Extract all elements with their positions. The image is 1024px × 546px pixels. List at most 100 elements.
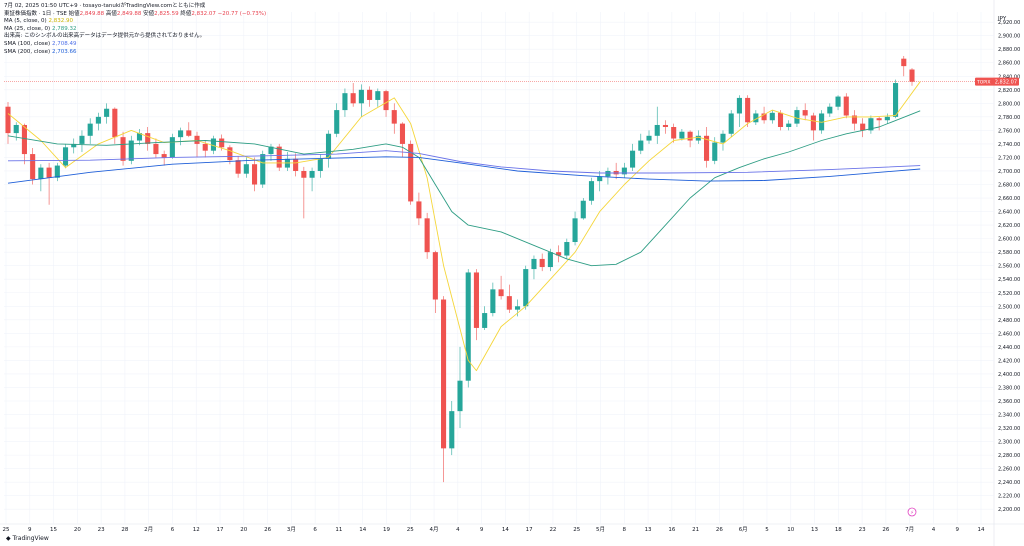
candle xyxy=(810,112,816,141)
candle xyxy=(646,130,652,144)
candle xyxy=(473,269,479,341)
candle xyxy=(514,299,521,317)
candle xyxy=(317,154,323,178)
candle xyxy=(794,106,800,128)
candle xyxy=(276,143,282,171)
candle-body xyxy=(465,272,471,381)
ohlc-line: 東証株価指数 · 1日 · TSE 始値2,849.88 高値2,849.88 … xyxy=(4,10,267,17)
candle xyxy=(432,250,438,314)
price-tick-label: 2,740.00 xyxy=(998,142,1020,148)
candle xyxy=(30,147,36,185)
price-tick-label: 2,760.00 xyxy=(998,128,1020,134)
candle xyxy=(736,95,742,128)
price-tick-label: 2,440.00 xyxy=(998,345,1020,351)
candle-body xyxy=(219,138,225,148)
price-tick-label: 2,820.00 xyxy=(998,88,1020,94)
candle-body xyxy=(367,89,373,100)
time-tick-label: 22 xyxy=(549,527,556,533)
candle-body xyxy=(827,106,833,114)
candle-body xyxy=(408,143,414,202)
candle-body xyxy=(703,135,710,161)
candle xyxy=(597,170,603,192)
price-tick-label: 2,480.00 xyxy=(998,318,1020,324)
candle-body xyxy=(104,108,110,117)
candle-body xyxy=(358,89,364,104)
candle-body xyxy=(334,110,340,134)
series-line-sma-200-close-[interactable] xyxy=(7,156,921,184)
candle-body xyxy=(317,158,323,171)
candle xyxy=(777,110,784,131)
indicator-ma5[interactable]: MA (5, close, 0) 2,832.90 xyxy=(4,18,73,25)
candle xyxy=(268,143,274,161)
candle xyxy=(5,101,11,144)
candle-body xyxy=(547,252,553,268)
candle-body xyxy=(605,170,611,177)
candle-body xyxy=(194,135,200,144)
candle xyxy=(38,164,44,192)
candle-body xyxy=(243,164,249,174)
price-tick-label: 2,500.00 xyxy=(998,304,1020,310)
price-tick-label: 2,220.00 xyxy=(998,494,1020,500)
candle xyxy=(293,153,299,177)
candle-body xyxy=(46,167,52,178)
price-tick-label: 2,660.00 xyxy=(998,196,1020,202)
candle-body xyxy=(671,127,677,139)
alert-button[interactable]: ⚡ xyxy=(907,507,917,517)
candle-body xyxy=(293,158,299,171)
series-line-ma-5-close-0-[interactable] xyxy=(7,81,921,372)
candle xyxy=(260,150,266,188)
candle-body xyxy=(687,131,693,141)
candle xyxy=(408,140,414,205)
indicator-volume[interactable]: 出来高: このシンボルの出来高データはデータ提供元から提供されておりません。 xyxy=(4,33,206,40)
time-tick-label: 13 xyxy=(811,527,818,533)
series-line-sma-100-close-[interactable] xyxy=(7,150,921,174)
candle xyxy=(54,162,60,182)
time-tick-label: 14 xyxy=(502,527,509,533)
candle-body xyxy=(638,140,644,151)
candle xyxy=(901,55,907,77)
symbol-line[interactable]: 東証株価指数 · 1日 · TSE xyxy=(4,10,67,17)
lightning-icon: ⚡ xyxy=(910,510,914,516)
candle-body xyxy=(178,130,184,138)
indicator-sma200[interactable]: SMA (200, close) 2,703.66 xyxy=(4,48,77,55)
time-tick-label: 17 xyxy=(526,527,533,533)
series-line-ma-25-close-0-[interactable] xyxy=(7,110,921,267)
candle-body xyxy=(786,123,792,128)
candle-body xyxy=(301,170,307,178)
candle xyxy=(572,211,578,246)
candle-body xyxy=(21,124,27,155)
candle-body xyxy=(514,306,521,310)
time-tick-label: 4月 xyxy=(430,526,439,533)
candle-body xyxy=(761,113,767,121)
candle xyxy=(588,177,595,205)
candle-body xyxy=(309,170,315,178)
badge-symbol: TOPIX xyxy=(976,80,990,86)
tradingview-logo[interactable]: ◆ TradingView xyxy=(6,535,49,542)
price-tick-label: 2,840.00 xyxy=(998,74,1020,80)
price-tick-label: 2,560.00 xyxy=(998,264,1020,270)
candle xyxy=(802,103,808,121)
candle xyxy=(186,122,192,138)
candle xyxy=(71,138,77,154)
candle-body xyxy=(128,140,134,161)
candle xyxy=(145,127,151,151)
candle-body xyxy=(662,124,669,128)
candle-body xyxy=(777,112,784,128)
candle xyxy=(490,282,496,317)
time-tick-label: 11 xyxy=(335,527,342,533)
candle xyxy=(621,162,627,178)
candle-body xyxy=(325,133,332,159)
candle-body xyxy=(531,258,537,270)
candle xyxy=(104,103,110,124)
candle xyxy=(761,106,767,124)
candle xyxy=(210,135,217,155)
candle xyxy=(835,95,841,111)
badge-value: 2,832.07 xyxy=(995,80,1017,86)
candle-body xyxy=(712,142,718,161)
indicator-sma100[interactable]: SMA (100, close) 2,708.49 xyxy=(4,40,77,47)
candle-body xyxy=(851,115,858,124)
candle-body xyxy=(391,110,397,124)
indicator-ma25[interactable]: MA (25, close, 0) 2,789.32 xyxy=(4,25,77,32)
